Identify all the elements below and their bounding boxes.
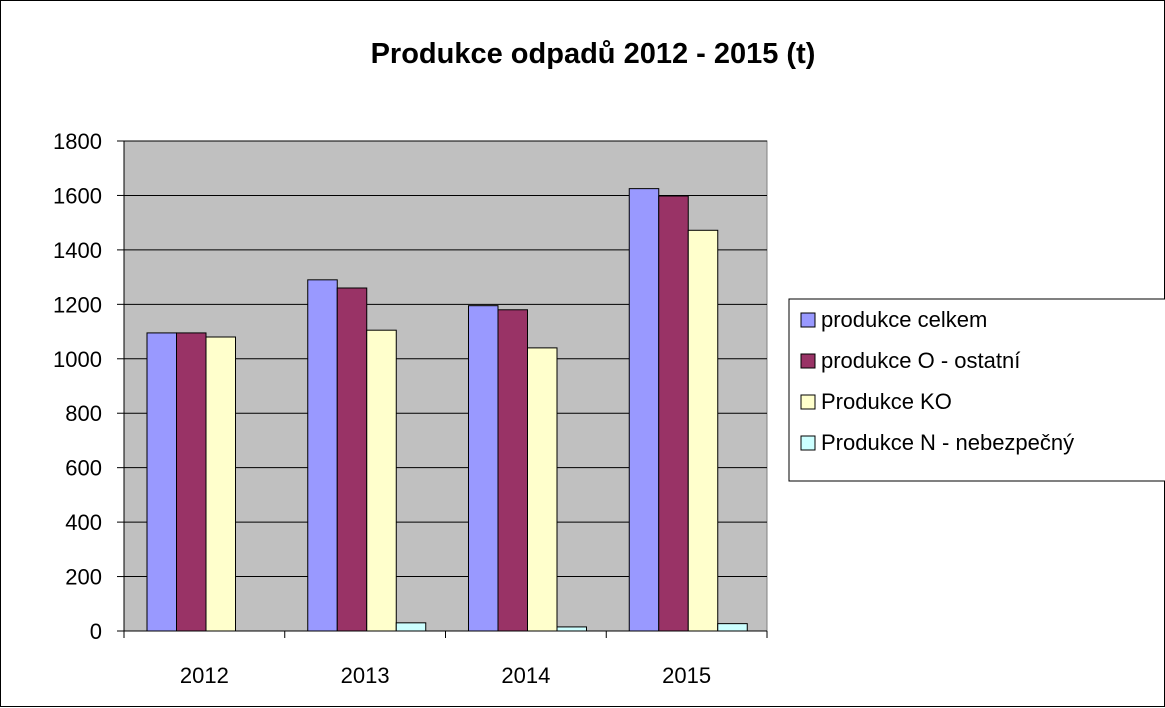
bar-4-2015 bbox=[717, 623, 748, 632]
bar-2-2012 bbox=[176, 332, 207, 632]
bar-2-2014 bbox=[497, 309, 528, 632]
bar-3-2015 bbox=[687, 229, 719, 632]
y-tick-label: 200 bbox=[65, 565, 102, 590]
bar-2-2013 bbox=[336, 287, 368, 632]
legend: produkce celkem produkce O - ostatní Produ… bbox=[788, 298, 1165, 482]
legend-swatch bbox=[800, 353, 816, 369]
y-tick-label: 1400 bbox=[53, 238, 102, 263]
legend-label: produkce O - ostatní bbox=[821, 348, 1020, 373]
axes: 0 200 400 600 800 1000 1200 1400 1600 1800 2012 201… bbox=[53, 129, 768, 688]
x-tick-label: 2013 bbox=[341, 663, 390, 688]
legend-label: produkce celkem bbox=[821, 307, 987, 332]
x-tick-label: 2015 bbox=[662, 663, 711, 688]
bar-4-2013 bbox=[395, 622, 427, 632]
bar-1-2014 bbox=[468, 305, 499, 632]
y-tick-label: 1000 bbox=[53, 347, 102, 372]
y-tick-label: 800 bbox=[65, 401, 102, 426]
legend-swatch bbox=[800, 435, 816, 451]
y-tick-label: 1800 bbox=[53, 129, 102, 154]
y-tick-label: 1600 bbox=[53, 183, 102, 208]
bar-4-2014 bbox=[556, 626, 587, 632]
bars bbox=[146, 188, 748, 632]
y-tick-label: 600 bbox=[65, 456, 102, 481]
bar-1-2012 bbox=[146, 332, 177, 632]
bar-1-2013 bbox=[307, 279, 338, 632]
legend-swatch bbox=[800, 394, 816, 410]
legend-swatch bbox=[800, 312, 816, 328]
bar-3-2013 bbox=[366, 329, 397, 632]
legend-box bbox=[788, 298, 1165, 482]
bar-2-2015 bbox=[658, 195, 689, 632]
legend-label: Produkce KO bbox=[821, 389, 952, 414]
bar-3-2012 bbox=[205, 336, 236, 632]
y-tick-label: 0 bbox=[90, 619, 102, 644]
bar-3-2014 bbox=[527, 347, 558, 632]
y-tick-label: 400 bbox=[65, 510, 102, 535]
y-tick-label: 1200 bbox=[53, 292, 102, 317]
x-tick-label: 2012 bbox=[180, 663, 229, 688]
legend-label: Produkce N - nebezpečný bbox=[821, 430, 1074, 455]
chart-title: Produkce odpadů 2012 - 2015 (t) bbox=[371, 38, 816, 70]
bar-1-2015 bbox=[628, 188, 660, 632]
x-tick-label: 2014 bbox=[501, 663, 550, 688]
